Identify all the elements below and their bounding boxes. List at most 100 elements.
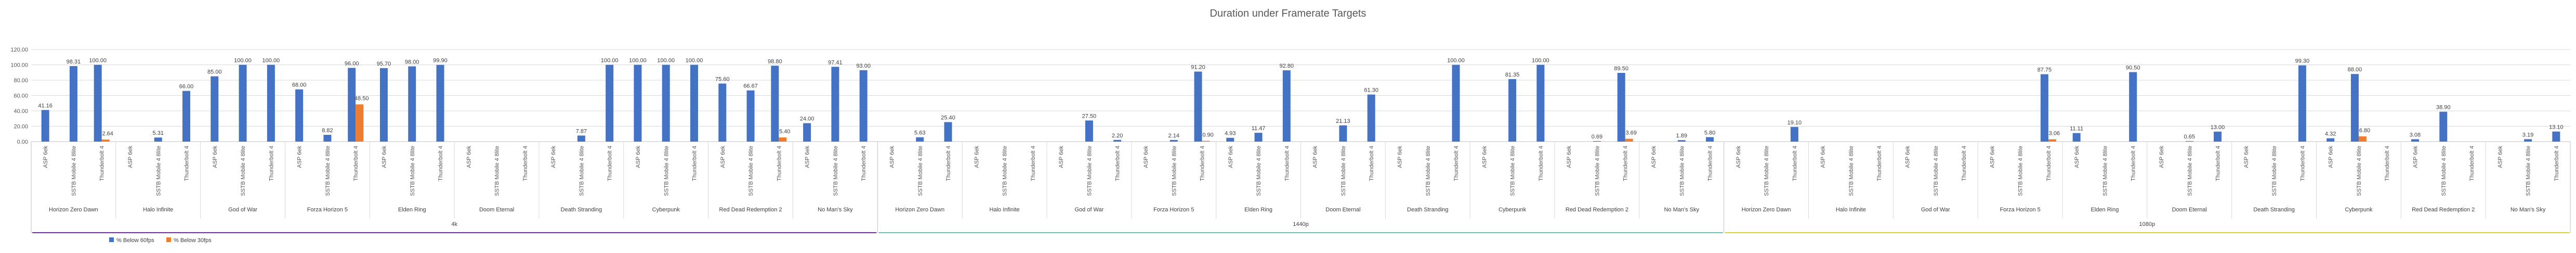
data-label: 75.60 (715, 76, 730, 82)
data-label: 98.31 (67, 59, 81, 65)
device-label: ASP 6ek (805, 146, 811, 168)
data-label: 21.13 (1336, 118, 1350, 124)
device-label: Thunderbolt 4 (522, 146, 529, 181)
device-label: SSTB Mobile 4 8lite (833, 146, 839, 196)
data-label: 0.90 (1202, 132, 1213, 138)
game-label: Doom Eternal (2172, 207, 2207, 213)
device-label: ASP 6ek (466, 146, 472, 168)
device-label: SSTB Mobile 4 8lite (2441, 146, 2447, 196)
resolution-label: 1080p (2139, 221, 2156, 227)
y-tick-label: 100.00 (10, 62, 28, 69)
bar-below-60fps (1282, 70, 1291, 142)
data-label: 91.20 (1191, 64, 1205, 70)
data-label: 19.10 (1788, 120, 1802, 126)
game-label: Red Dead Redemption 2 (1566, 207, 1628, 213)
bar-below-60fps (1085, 120, 1093, 142)
bar-below-60fps (2298, 65, 2306, 142)
legend-label-below-30fps: % Below 30fps (174, 237, 212, 244)
y-tick-label: 80.00 (14, 78, 28, 84)
device-label: SSTB Mobile 4 8lite (748, 146, 754, 196)
data-label: 89.50 (1614, 66, 1628, 72)
bar-below-60fps (2214, 131, 2222, 142)
chart-title: Duration under Framerate Targets (1210, 8, 1366, 19)
device-label: SSTB Mobile 4 8lite (1933, 146, 1939, 196)
device-label: Thunderbolt 4 (1876, 146, 1883, 181)
device-label: Thunderbolt 4 (1961, 146, 1967, 181)
data-label: 68.00 (292, 82, 307, 88)
bar-below-60fps (634, 65, 642, 142)
data-label: 13.10 (2549, 124, 2564, 131)
bar-below-30fps (356, 104, 364, 142)
device-label: Thunderbolt 4 (776, 146, 782, 181)
device-label: SSTB Mobile 4 8lite (1086, 146, 1093, 196)
device-label: Thunderbolt 4 (2215, 146, 2222, 181)
device-label: ASP 6ek (550, 146, 557, 168)
device-label: SSTB Mobile 4 8lite (410, 146, 416, 196)
data-label: 97.41 (828, 59, 843, 66)
data-label: 98.00 (405, 59, 419, 65)
y-tick-label: 60.00 (14, 93, 28, 99)
device-label: SSTB Mobile 4 8lite (1002, 146, 1008, 196)
data-label: 5.63 (914, 130, 925, 136)
device-label: ASP 6ek (2412, 146, 2419, 168)
bar-below-60fps (69, 66, 77, 142)
data-label: 27.50 (1082, 113, 1097, 119)
data-label: 100.00 (686, 58, 703, 64)
device-label: ASP 6ek (127, 146, 134, 168)
data-label: 6.80 (2359, 128, 2370, 134)
device-label: SSTB Mobile 4 8lite (1171, 146, 1177, 196)
device-label: Thunderbolt 4 (2469, 146, 2475, 181)
bar-below-60fps (436, 65, 444, 142)
device-label: Thunderbolt 4 (861, 146, 867, 181)
game-label: Cyberpunk (2345, 207, 2373, 213)
bar-below-60fps (295, 89, 304, 142)
game-label: Horizon Zero Dawn (895, 207, 944, 213)
game-label: Halo Infinite (1836, 207, 1866, 213)
device-label: ASP 6ek (2074, 146, 2080, 168)
bar-below-60fps (606, 65, 614, 142)
game-label: Forza Horizon 5 (307, 207, 348, 213)
bar-below-60fps (1706, 137, 1714, 142)
bar-below-60fps (1113, 140, 1122, 142)
bar-below-60fps (1536, 65, 1545, 142)
device-label: ASP 6ek (1566, 146, 1572, 168)
legend-swatch-below-30fps (166, 237, 171, 242)
device-label: SSTB Mobile 4 8lite (579, 146, 585, 196)
bar-below-30fps (779, 137, 787, 142)
device-label: SSTB Mobile 4 8lite (1594, 146, 1600, 196)
data-label: 81.35 (1505, 72, 1520, 78)
data-label: 61.30 (1364, 87, 1378, 94)
bar-below-30fps (2358, 136, 2367, 142)
bar-below-60fps (267, 65, 275, 142)
device-label: Thunderbolt 4 (692, 146, 698, 181)
device-label: Thunderbolt 4 (184, 146, 190, 181)
bar-below-60fps (408, 66, 416, 142)
device-label: SSTB Mobile 4 8lite (2271, 146, 2278, 196)
device-label: Thunderbolt 4 (2046, 146, 2052, 181)
bar-below-60fps (1593, 141, 1601, 142)
device-label: ASP 6ek (1989, 146, 1995, 168)
bar-below-60fps (1617, 72, 1625, 142)
data-label: 100.00 (1447, 58, 1465, 64)
device-label: SSTB Mobile 4 8lite (1764, 146, 1770, 196)
bar-below-30fps (101, 140, 110, 142)
device-label: ASP 6ek (889, 146, 895, 168)
game-label: Red Dead Redemption 2 (719, 207, 782, 213)
device-label: ASP 6ek (2159, 146, 2165, 168)
data-label: 48.50 (354, 95, 369, 102)
device-label: Thunderbolt 4 (99, 146, 106, 181)
device-label: Thunderbolt 4 (353, 146, 359, 181)
device-label: Thunderbolt 4 (1707, 146, 1714, 181)
device-label: Thunderbolt 4 (607, 146, 613, 181)
data-label: 0.69 (1592, 134, 1602, 140)
device-label: ASP 6ek (1481, 146, 1488, 168)
bar-below-30fps (1202, 141, 1210, 142)
bar-below-60fps (1194, 71, 1202, 142)
bar-below-60fps (577, 135, 585, 142)
data-label: 25.40 (941, 115, 955, 121)
device-label: ASP 6ek (1228, 146, 1234, 168)
data-label: 99.90 (433, 58, 448, 64)
y-tick-label: 40.00 (14, 108, 28, 115)
data-label: 11.11 (2070, 126, 2083, 132)
device-label: Thunderbolt 4 (1284, 146, 1290, 181)
